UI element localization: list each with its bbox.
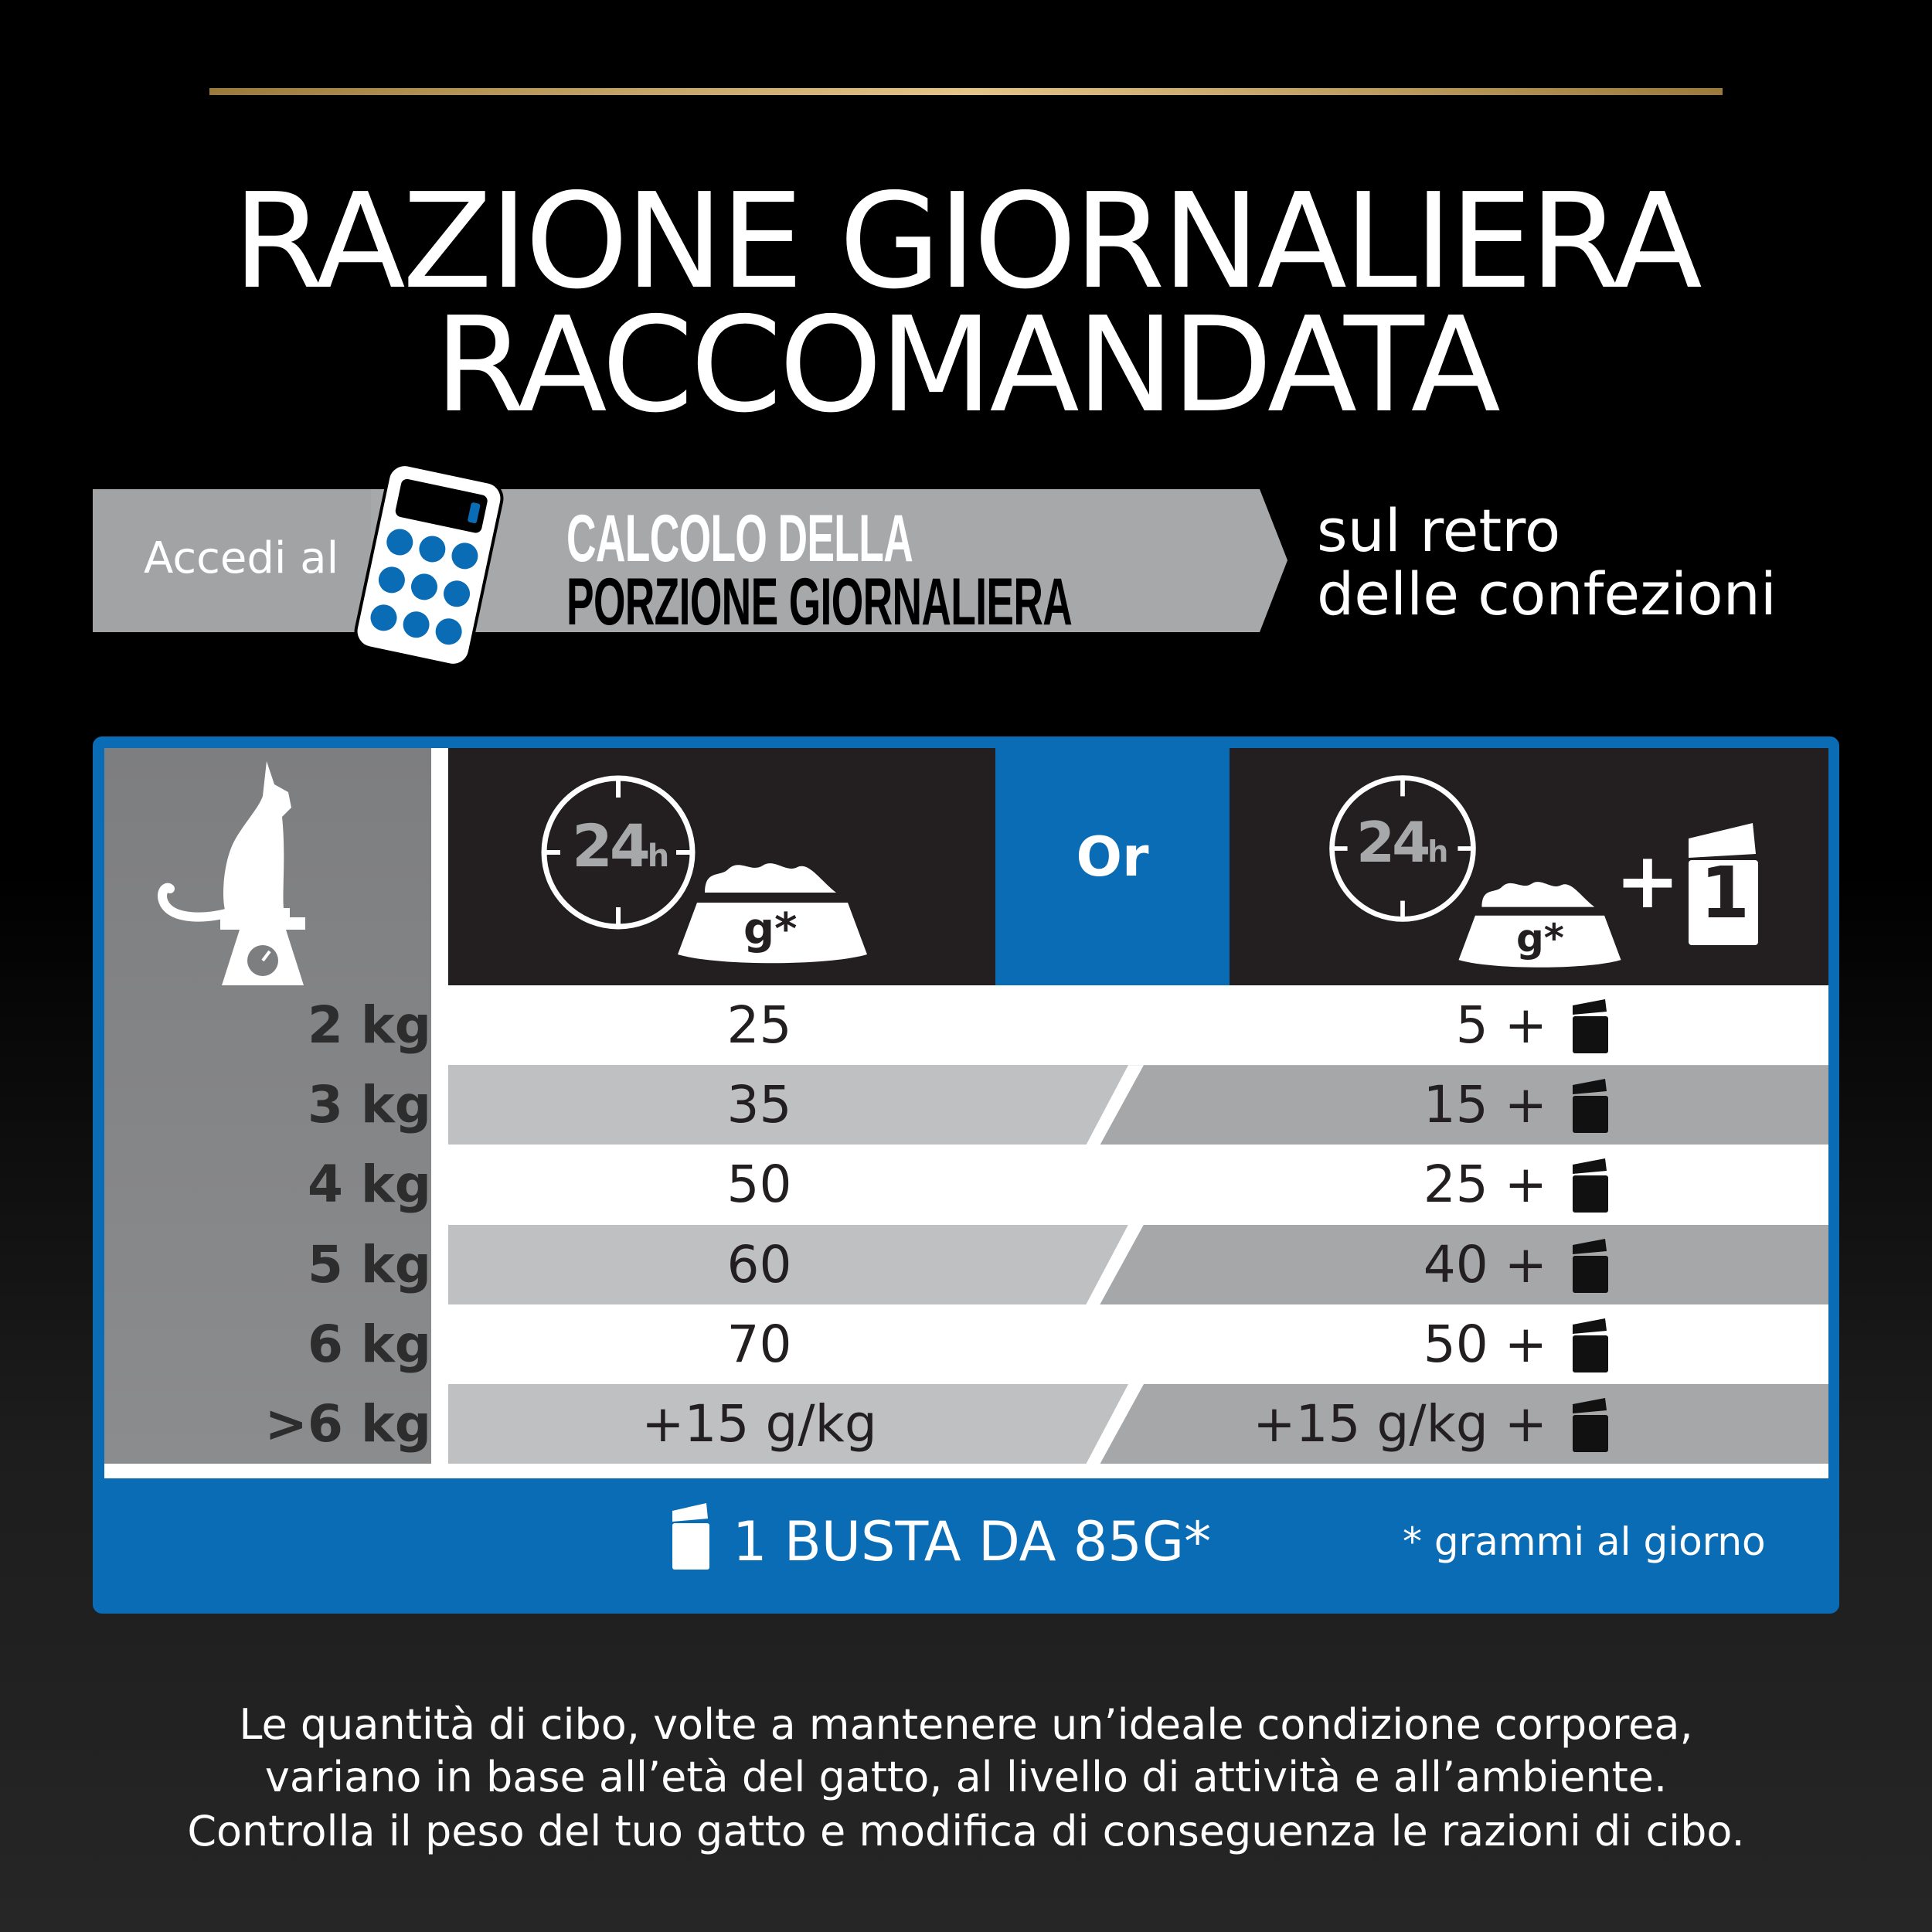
plus-sign: + bbox=[1615, 835, 1680, 926]
mixed-food-grams: 15 + bbox=[1423, 1075, 1547, 1135]
dry-food-grams: 60 bbox=[726, 1234, 792, 1294]
pouch-number: 1 bbox=[1700, 852, 1750, 934]
side-text-line1: sul retro bbox=[1317, 496, 1561, 565]
dry-food-grams: 70 bbox=[726, 1314, 792, 1374]
pouch-icon bbox=[1573, 1079, 1608, 1134]
bowl-label: g* bbox=[743, 904, 798, 954]
dry-food-grams: 35 bbox=[726, 1075, 792, 1135]
disclaimer-line-2: variano in base all’età del gatto, al li… bbox=[264, 1753, 1668, 1801]
pouch-icon bbox=[1573, 1238, 1608, 1293]
mixed-food-grams: 50 + bbox=[1423, 1314, 1547, 1374]
mixed-food-grams: 5 + bbox=[1455, 995, 1547, 1055]
food-bowl-icon bbox=[678, 863, 867, 964]
bowl-label-2: g* bbox=[1516, 916, 1564, 961]
weight-label: 6 kg bbox=[307, 1314, 431, 1374]
pouch-size-label: 1 BUSTA DA 85G* bbox=[733, 1510, 1212, 1573]
banner-left-segment bbox=[93, 489, 371, 632]
or-header bbox=[995, 748, 1230, 985]
calc-title-line1: CALCOLO DELLA bbox=[566, 502, 913, 576]
dry-food-grams: +15 g/kg bbox=[641, 1394, 877, 1454]
gold-divider bbox=[209, 88, 1723, 95]
disclaimer-line-1: Le quantità di cibo, volte a mantenere u… bbox=[239, 1700, 1693, 1749]
row-right-bg bbox=[1100, 1065, 1828, 1146]
side-text-line2: delle confezioni bbox=[1317, 560, 1777, 628]
weight-label: 2 kg bbox=[307, 995, 431, 1055]
access-label: Accedi al bbox=[144, 533, 339, 583]
row-right-bg bbox=[1100, 1224, 1828, 1305]
or-label: Or bbox=[1076, 825, 1149, 889]
clock-24h-icon-2 bbox=[1329, 775, 1476, 922]
pouch-icon bbox=[1573, 1158, 1608, 1213]
row-right-bg bbox=[1100, 1384, 1828, 1464]
pouch-icon-footer bbox=[672, 1503, 709, 1570]
table-bottom-strip bbox=[104, 1464, 1828, 1478]
disclaimer-line-3: Controlla il peso del tuo gatto e modifi… bbox=[187, 1807, 1745, 1855]
weight-label: 4 kg bbox=[307, 1155, 431, 1215]
pouch-icon bbox=[1573, 1318, 1608, 1372]
page-title-line1: RAZIONE GIORNALIERA bbox=[233, 165, 1702, 318]
pouch-icon bbox=[1573, 1398, 1608, 1452]
page-title-line2: RACCOMANDATA bbox=[434, 289, 1501, 442]
clock-24-text: 24 bbox=[572, 811, 651, 880]
weight-label: 3 kg bbox=[307, 1075, 431, 1135]
mixed-food-grams: +15 g/kg + bbox=[1253, 1394, 1547, 1454]
clock-h-text-2: h bbox=[1427, 835, 1448, 869]
cat-on-scale-icon bbox=[158, 761, 305, 985]
weight-label: >6 kg bbox=[264, 1394, 431, 1454]
footnote: * grammi al giorno bbox=[1403, 1519, 1766, 1564]
mixed-food-grams: 25 + bbox=[1423, 1155, 1547, 1215]
calculator-icon bbox=[354, 464, 504, 666]
pouch-icon bbox=[1573, 999, 1608, 1053]
weight-label: 5 kg bbox=[307, 1234, 431, 1294]
calc-title-line2: PORZIONE GIORNALIERA bbox=[566, 565, 1073, 639]
clock-24h-icon bbox=[541, 775, 696, 930]
dry-food-grams: 25 bbox=[726, 995, 792, 1055]
food-bowl-icon-2 bbox=[1458, 882, 1621, 968]
mixed-food-grams: 40 + bbox=[1423, 1234, 1547, 1294]
pouch-icon bbox=[1689, 823, 1758, 945]
dry-food-grams: 50 bbox=[726, 1155, 792, 1215]
clock-24-text-2: 24 bbox=[1356, 810, 1430, 875]
clock-h-text: h bbox=[647, 838, 670, 874]
column-gap bbox=[431, 748, 448, 1464]
